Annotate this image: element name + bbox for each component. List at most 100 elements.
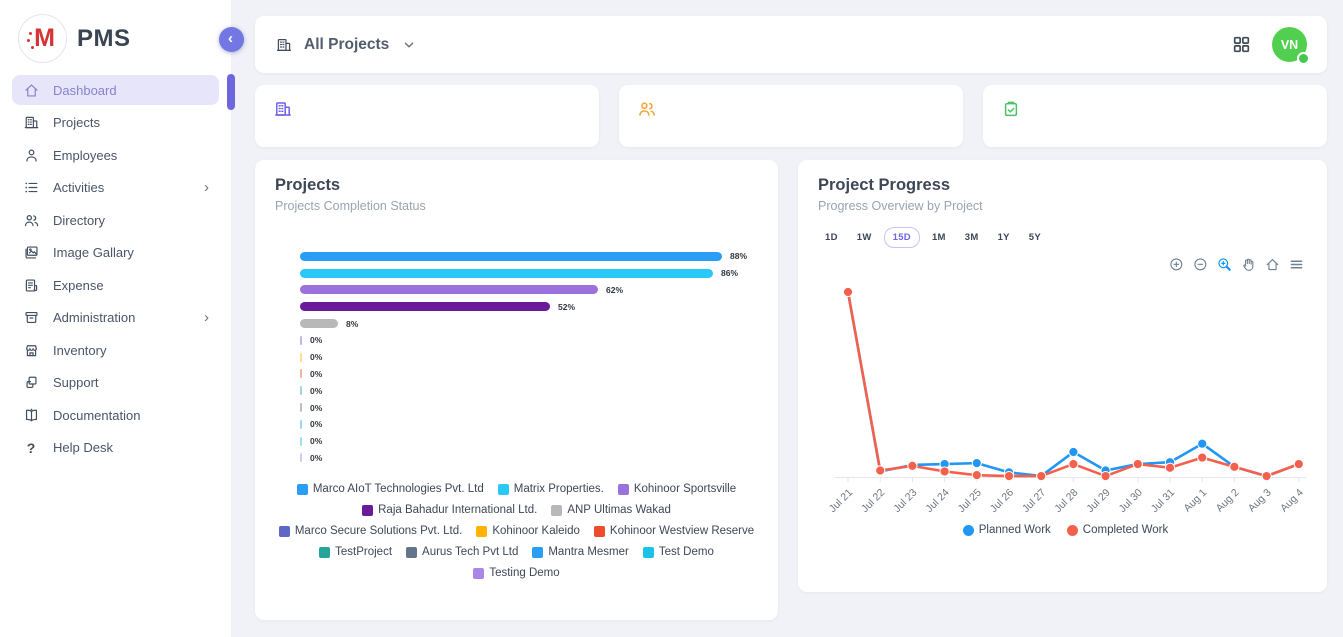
- zoom-out-button[interactable]: [1192, 256, 1209, 273]
- legend-item-kohinoor-sportsville[interactable]: Kohinoor Sportsville: [617, 483, 737, 496]
- sidebar-item-image-gallary[interactable]: Image Gallary: [12, 238, 219, 268]
- menu-button[interactable]: [1288, 256, 1305, 273]
- selection-zoom-button[interactable]: [1216, 256, 1233, 273]
- range-button-3m[interactable]: 3M: [958, 227, 986, 248]
- range-button-1w[interactable]: 1W: [850, 227, 879, 248]
- metric-completed: [1155, 128, 1309, 131]
- legend-label: Matrix Properties.: [513, 483, 604, 496]
- book-icon: [22, 407, 40, 424]
- user-avatar[interactable]: VN: [1272, 27, 1310, 65]
- legend-item-matrix-properties[interactable]: Matrix Properties.: [497, 483, 604, 496]
- selection-zoom-icon: [1216, 256, 1233, 273]
- svg-text:Jul 23: Jul 23: [891, 487, 919, 515]
- legend-item-kohinoor-kaleido[interactable]: Kohinoor Kaleido: [476, 525, 580, 537]
- sidebar-collapse-button[interactable]: ‹: [219, 27, 244, 52]
- building-icon: [22, 114, 40, 131]
- completion-bar: [300, 419, 302, 429]
- project-selector[interactable]: All Projects: [275, 35, 418, 55]
- svg-text:Jul 21: Jul 21: [827, 487, 855, 515]
- sidebar-item-dashboard[interactable]: Dashboard: [12, 75, 219, 105]
- completion-bar-value: 0%: [310, 402, 323, 413]
- completion-bar: [300, 436, 302, 446]
- legend-label: Kohinoor Westview Reserve: [609, 525, 755, 538]
- pan-button[interactable]: [1240, 256, 1257, 273]
- progress-chart-title: Project Progress: [818, 176, 951, 194]
- svg-text:Jul 24: Jul 24: [923, 487, 951, 515]
- stat-card-header: [1001, 99, 1309, 119]
- chart-toolbar: [1168, 256, 1305, 273]
- svg-text:Jul 27: Jul 27: [1020, 487, 1048, 515]
- legend-item-mantra-mesmer[interactable]: Mantra Mesmer: [532, 546, 629, 558]
- sidebar-item-expense[interactable]: Expense: [12, 270, 219, 300]
- completion-bar-row: 0%: [300, 382, 758, 399]
- online-status-dot: [1297, 52, 1310, 65]
- range-button-1d[interactable]: 1D: [818, 227, 845, 248]
- sidebar-item-label: Activities: [53, 180, 105, 195]
- stat-card-header: [273, 99, 581, 119]
- sidebar-item-employees[interactable]: Employees: [12, 140, 219, 170]
- metric-in-today: [791, 128, 945, 131]
- sidebar-item-help-desk[interactable]: ? Help Desk: [12, 433, 219, 463]
- sidebar-item-support[interactable]: Support: [12, 368, 219, 398]
- completion-bar-value: 88%: [730, 251, 748, 262]
- completion-bar-value: 0%: [310, 385, 323, 396]
- legend-item-raja-bahadur-international-ltd[interactable]: Raja Bahadur International Ltd.: [362, 504, 537, 516]
- zoom-in-button[interactable]: [1168, 256, 1185, 273]
- legend-swatch: [473, 567, 485, 579]
- completion-bar-row: 86%: [300, 265, 758, 282]
- completion-bar-value: 0%: [310, 436, 323, 447]
- legend-item-aurus-tech-pvt-ltd[interactable]: Aurus Tech Pvt Ltd: [406, 546, 518, 558]
- svg-text:Jul 28: Jul 28: [1052, 487, 1080, 515]
- svg-text:Aug 3: Aug 3: [1246, 487, 1274, 515]
- chevron-left-icon: ‹: [228, 30, 233, 47]
- legend-swatch: [642, 546, 654, 558]
- legend-label: Raja Bahadur International Ltd.: [378, 504, 538, 517]
- legend-label: Kohinoor Sportsville: [633, 483, 737, 496]
- completion-bar-row: 0%: [300, 450, 758, 467]
- legend-item-completed-work[interactable]: Completed Work: [1066, 524, 1168, 536]
- sidebar-item-label: Employees: [53, 147, 118, 163]
- legend-item-testproject[interactable]: TestProject: [319, 546, 392, 558]
- legend-item-marco-aiot-technologies-pvt-ltd[interactable]: Marco AIoT Technologies Pvt. Ltd: [296, 483, 484, 495]
- building-icon: [273, 99, 293, 119]
- sidebar-item-label: Support: [53, 375, 99, 390]
- range-button-1m[interactable]: 1M: [925, 227, 953, 248]
- legend-label: Mantra Mesmer: [548, 546, 629, 559]
- legend-item-marco-secure-solutions-pvt-ltd[interactable]: Marco Secure Solutions Pvt. Ltd.: [278, 525, 462, 537]
- sidebar-item-directory[interactable]: Directory: [12, 205, 219, 235]
- sidebar-item-projects[interactable]: Projects: [12, 108, 219, 138]
- range-button-1y[interactable]: 1Y: [991, 227, 1017, 248]
- legend-swatch: [497, 483, 509, 495]
- range-button-5y[interactable]: 5Y: [1022, 227, 1048, 248]
- completion-bar-value: 0%: [310, 335, 323, 346]
- topbar: All Projects VN: [255, 16, 1327, 73]
- sidebar-item-administration[interactable]: Administration ›: [12, 303, 219, 333]
- apps-grid-button[interactable]: [1231, 34, 1252, 55]
- receipt-icon: [22, 277, 40, 294]
- completion-bar-row: 8%: [300, 315, 758, 332]
- people-icon: [637, 99, 657, 119]
- completion-legend: Marco AIoT Technologies Pvt. Ltd Matrix P…: [275, 483, 758, 579]
- stat-card-teams: [619, 85, 963, 147]
- sidebar-item-documentation[interactable]: Documentation: [12, 400, 219, 430]
- legend-item-planned-work[interactable]: Planned Work: [962, 524, 1051, 536]
- sidebar-item-activities[interactable]: Activities ›: [12, 173, 219, 203]
- sidebar-item-inventory[interactable]: Inventory: [12, 335, 219, 365]
- progress-line-chart[interactable]: Jul 21 Jul 22 Jul 23 Jul 24 Jul 25 Jul 26 Jul …: [818, 272, 1313, 524]
- metric-total: [273, 128, 427, 131]
- legend-item-kohinoor-westview-reserve[interactable]: Kohinoor Westview Reserve: [593, 525, 755, 538]
- sidebar-item-label: Directory: [53, 212, 106, 228]
- list-icon: [22, 179, 40, 196]
- sidebar: M PMS Dashboard Projects Employees Activiti…: [0, 0, 231, 637]
- reset-home-button[interactable]: [1264, 256, 1281, 273]
- svg-text:Jul 22: Jul 22: [859, 487, 887, 515]
- completion-bar: [300, 403, 302, 413]
- range-button-15d[interactable]: 15D: [883, 227, 920, 248]
- legend-swatch: [532, 546, 544, 558]
- copy-icon: [22, 374, 40, 391]
- legend-item-test-demo[interactable]: Test Demo: [642, 546, 714, 558]
- legend-label: Planned Work: [978, 524, 1051, 536]
- legend-item-anp-ultimas-wakad[interactable]: ANP Ultimas Wakad: [551, 504, 671, 516]
- legend-item-testing-demo[interactable]: Testing Demo: [473, 567, 560, 579]
- progress-legend: Planned Work Completed Work: [818, 524, 1313, 536]
